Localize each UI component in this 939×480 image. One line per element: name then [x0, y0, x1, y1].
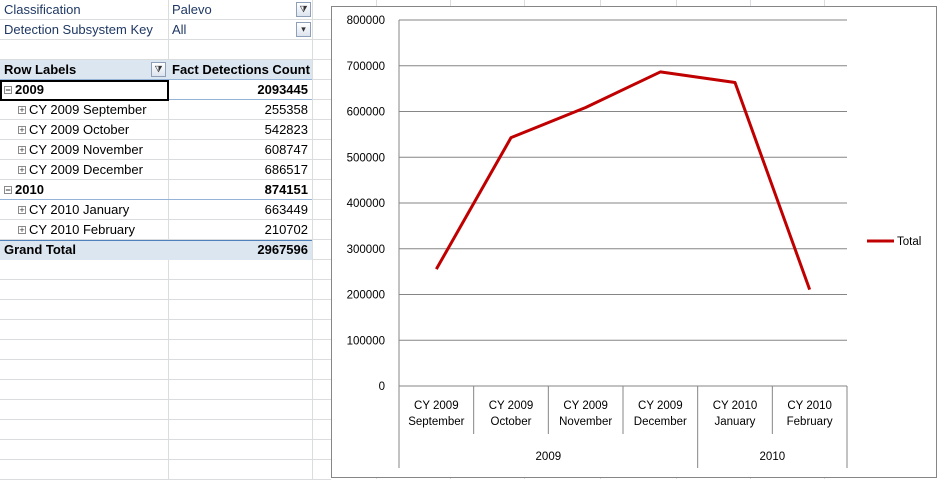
- y-tick-label: 200000: [347, 290, 385, 302]
- group-label-text: 2010: [15, 182, 44, 197]
- row-label: + CY 2009 November: [18, 140, 168, 160]
- x-tick-label: CY 2009 November: [559, 400, 613, 428]
- row-line: [0, 179, 331, 180]
- row-line: [0, 339, 331, 340]
- row-label-text: CY 2009 October: [29, 122, 130, 137]
- y-tick-label: 300000: [347, 244, 385, 256]
- grand-total-value: 2967596: [257, 242, 308, 257]
- group-label-text: 2009: [15, 82, 44, 97]
- y-tick-label: 500000: [347, 152, 385, 164]
- row-value: 686517: [264, 162, 308, 177]
- row-label: + CY 2009 September: [18, 100, 168, 120]
- header-value-label: Fact Detections Count: [172, 62, 310, 77]
- y-tick-label: 0: [379, 381, 385, 393]
- x-tick-label: CY 2009 September: [408, 400, 465, 428]
- row-line: [0, 459, 331, 460]
- filter-value: Palevo: [172, 2, 212, 17]
- row-label-text: CY 2009 November: [29, 142, 143, 157]
- expand-button[interactable]: +: [18, 205, 26, 215]
- y-tick-label: 400000: [347, 198, 385, 210]
- row-line: [0, 319, 331, 320]
- row-label: + CY 2009 October: [18, 120, 168, 140]
- expand-button[interactable]: +: [18, 165, 26, 175]
- group-bg: [0, 180, 312, 200]
- active-cell: [0, 80, 169, 101]
- row-value: 255358: [264, 102, 308, 117]
- line-series: [435, 70, 812, 291]
- expand-button[interactable]: +: [18, 105, 26, 115]
- filter-label: Classification: [4, 2, 81, 17]
- chart-svg: 0 100000 200000 300000 400000 500000 600000 700…: [347, 15, 921, 468]
- expand-button[interactable]: +: [18, 125, 26, 135]
- row-value: 210702: [264, 222, 308, 237]
- expand-button[interactable]: +: [18, 145, 26, 155]
- expand-button[interactable]: +: [18, 225, 26, 235]
- grand-total-bg: [0, 240, 312, 260]
- legend-label: Total: [897, 236, 921, 248]
- y-tick-label: 100000: [347, 335, 385, 347]
- row-label-text: CY 2009 September: [29, 102, 147, 117]
- x-tick-label: CY 2010 February: [786, 400, 833, 428]
- row-label: + CY 2010 January: [18, 200, 168, 220]
- col-line: [168, 0, 169, 479]
- row-line: [0, 379, 331, 380]
- row-line: [0, 239, 331, 240]
- row-line: [0, 219, 331, 220]
- y-tick-label: 600000: [347, 107, 385, 119]
- x-tick-label: CY 2009 October: [488, 400, 534, 428]
- y-tick-label: 800000: [347, 15, 385, 27]
- row-line: [0, 419, 331, 420]
- collapse-button[interactable]: −: [4, 85, 12, 95]
- collapse-button[interactable]: −: [4, 185, 12, 195]
- row-line: [0, 19, 331, 20]
- group-label: 2009: [536, 451, 562, 463]
- row-line: [0, 59, 331, 60]
- row-label: + CY 2010 February: [18, 220, 168, 240]
- group-total: 874151: [264, 182, 308, 197]
- row-value: 663449: [264, 202, 308, 217]
- header-filter-button[interactable]: ⧩: [151, 62, 166, 77]
- group-label: −2009: [4, 80, 164, 100]
- x-tick-label: CY 2010 January: [712, 400, 758, 428]
- filter-button[interactable]: ▾: [296, 22, 311, 37]
- filter-button[interactable]: ⧩: [296, 2, 311, 17]
- row-label: + CY 2009 December: [18, 160, 168, 180]
- chart: 0 100000 200000 300000 400000 500000 600000 700…: [331, 6, 937, 478]
- header-row-labels: Row Labels: [4, 62, 77, 77]
- filter-value: All: [172, 22, 187, 37]
- x-tick-label: CY 2009 December: [633, 400, 687, 428]
- row-line: [0, 359, 331, 360]
- row-value: 542823: [264, 122, 308, 137]
- row-line: [0, 299, 331, 300]
- row-label-text: CY 2010 January: [29, 202, 130, 217]
- row-line: [0, 159, 331, 160]
- row-value: 608747: [264, 142, 308, 157]
- group-total: 2093445: [257, 82, 308, 97]
- row-label-text: CY 2010 February: [29, 222, 135, 237]
- row-line: [0, 399, 331, 400]
- grand-total-label: Grand Total: [4, 242, 76, 257]
- row-line: [0, 119, 331, 120]
- group-label: 2010: [760, 451, 786, 463]
- y-tick-label: 700000: [347, 61, 385, 73]
- row-line: [0, 279, 331, 280]
- filter-label: Detection Subsystem Key: [4, 22, 153, 37]
- row-label-text: CY 2009 December: [29, 162, 143, 177]
- group-label: −2010: [4, 180, 164, 200]
- row-line: [0, 139, 331, 140]
- row-line: [0, 39, 331, 40]
- row-line: [0, 439, 331, 440]
- col-line: [312, 0, 313, 479]
